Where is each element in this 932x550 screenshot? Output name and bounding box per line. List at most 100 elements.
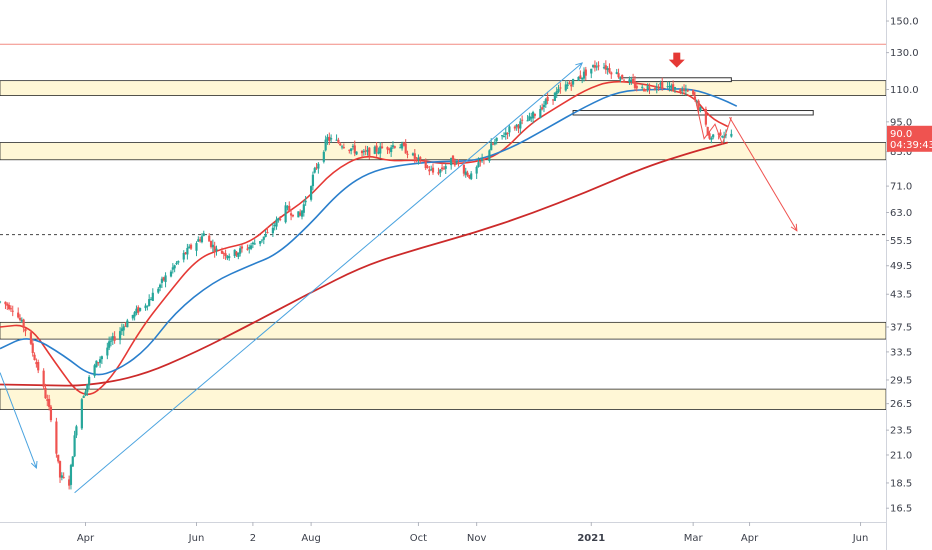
price-tick-label-5: 71.0: [890, 182, 912, 193]
candle-body-266: [679, 88, 682, 93]
candle-body-261: [666, 86, 669, 88]
candle-body-23: [58, 461, 62, 478]
candle-body-2: [6, 303, 9, 306]
candle-body-35: [88, 376, 91, 385]
time-tick-label-7: Mar: [684, 533, 704, 544]
candle-body-97: [248, 247, 251, 249]
candle-body-244: [621, 74, 624, 79]
candle-body-120: [304, 200, 307, 203]
candle-body-75: [189, 244, 193, 249]
bar-countdown: 04:39:43: [890, 140, 932, 151]
candle-body-40: [100, 356, 103, 360]
candle-body-260: [661, 81, 664, 89]
candle-body-257: [655, 86, 658, 89]
candle-body-232: [591, 65, 595, 67]
down-arrow-marker: [668, 52, 685, 68]
candle-body-33: [84, 391, 87, 396]
candle-body-44: [111, 336, 114, 341]
candle-body-170: [431, 167, 435, 173]
candle-body-57: [146, 305, 149, 307]
trend-line-1: [0, 372, 37, 469]
candle-body-73: [186, 247, 189, 255]
candle-body-250: [635, 85, 638, 89]
candle-body-154: [391, 145, 395, 148]
candle-body-149: [379, 146, 382, 154]
time-tick-label-9: Jun: [852, 533, 869, 544]
moving-average-1: [0, 88, 738, 376]
candle-body-195: [495, 137, 498, 142]
candle-body-22: [57, 454, 60, 462]
price-tick-label-12: 29.5: [890, 375, 912, 386]
trend-drawings: [0, 52, 798, 494]
candle-body-51: [131, 314, 134, 319]
candle-body-104: [264, 234, 267, 237]
candle-body-66: [169, 271, 173, 277]
candle-body-183: [466, 172, 469, 176]
candle-body-224: [570, 84, 573, 87]
candle-body-25: [62, 477, 65, 479]
candle-body-182: [464, 171, 467, 175]
candle-body-30: [75, 426, 78, 436]
price-tick-label-9: 43.5: [890, 290, 912, 301]
candle-body-220: [559, 87, 562, 89]
candle-body-99: [251, 242, 254, 245]
candle-body-254: [646, 85, 649, 90]
candle-body-180: [457, 162, 460, 165]
candle-body-258: [657, 86, 660, 88]
candle-body-53: [135, 308, 138, 314]
candle-body-28: [71, 456, 74, 467]
candlesticks: [0, 60, 733, 490]
moving-average-0: [0, 80, 729, 396]
candle-body-223: [568, 82, 571, 85]
candle-body-27: [69, 465, 73, 485]
candle-body-178: [453, 160, 456, 166]
candle-body-262: [668, 86, 671, 88]
candle-body-238: [606, 68, 609, 71]
candle-body-143: [364, 150, 367, 152]
candle-body-214: [544, 99, 547, 105]
candle-body-243: [619, 77, 622, 80]
candle-body-276: [704, 108, 707, 125]
time-axis[interactable]: Apr Jun 2 Aug Oct Nov 2021 Mar Apr Jun: [77, 522, 868, 544]
candle-body-240: [610, 72, 613, 75]
time-tick-label-1: Jun: [188, 533, 205, 544]
candle-body-166: [424, 161, 427, 169]
candle-body-242: [617, 73, 620, 78]
price-tick-label-10: 37.5: [890, 323, 912, 334]
candle-body-14: [35, 362, 38, 365]
price-tick-label-0: 150.0: [890, 17, 919, 28]
candle-body-157: [400, 143, 404, 149]
candle-body-192: [490, 143, 493, 151]
candle-body-190: [482, 158, 486, 160]
candle-body-3: [7, 304, 11, 310]
price-axis[interactable]: 150.0 130.0 110.0 95.0 83.0 71.0 63.0 55.5 49.5 4…: [886, 17, 919, 515]
candle-body-20: [49, 406, 53, 421]
candle-body-175: [444, 166, 447, 169]
candle-body-217: [553, 92, 556, 101]
candle-body-191: [488, 150, 491, 161]
candle-body-147: [375, 145, 378, 152]
candle-body-139: [353, 145, 356, 154]
candle-body-90: [228, 256, 231, 258]
moving-average-2: [0, 141, 728, 387]
candle-body-125: [317, 163, 320, 169]
candle-body-222: [566, 84, 569, 87]
price-tick-label-3: 95.0: [890, 117, 912, 128]
candle-body-72: [184, 252, 187, 254]
candle-body-274: [697, 100, 700, 110]
candle-body-255: [648, 87, 651, 89]
support-resistance-zones: [0, 80, 887, 410]
candle-body-7: [18, 317, 22, 320]
candle-body-285: [724, 134, 728, 136]
candle-body-123: [313, 168, 316, 173]
candle-body-233: [593, 65, 597, 68]
candle-body-184: [468, 174, 471, 179]
candle-body-82: [209, 241, 213, 247]
candle-body-279: [710, 137, 713, 140]
candle-body-1: [4, 301, 7, 305]
candle-body-70: [177, 261, 180, 263]
candle-body-56: [144, 305, 147, 309]
candle-body-49: [124, 325, 127, 327]
candle-body-119: [302, 204, 305, 213]
